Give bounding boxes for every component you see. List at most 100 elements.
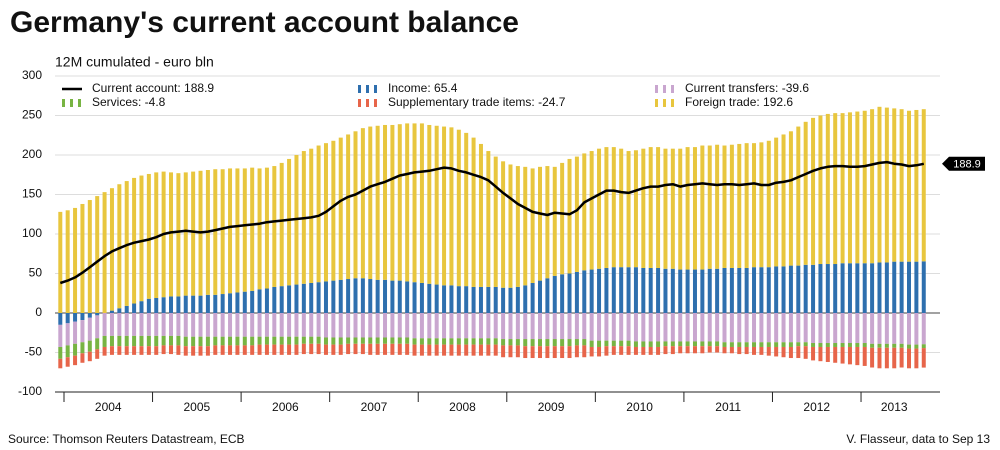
y-tick-label: 250 bbox=[22, 108, 42, 122]
bar-segment bbox=[442, 338, 447, 345]
bar-segment bbox=[368, 337, 373, 344]
bar-segment bbox=[449, 338, 454, 345]
bar-segment bbox=[478, 338, 483, 345]
bar-segment bbox=[331, 313, 336, 338]
bar-segment bbox=[493, 156, 498, 287]
bar-segment bbox=[781, 266, 786, 313]
bar-segment bbox=[65, 210, 70, 313]
bar-segment bbox=[486, 151, 491, 287]
bar-segment bbox=[892, 108, 897, 262]
bar-segment bbox=[870, 263, 875, 313]
bar-segment bbox=[560, 274, 565, 313]
bar-segment bbox=[582, 339, 587, 346]
y-tick-label: 100 bbox=[22, 226, 42, 240]
bar-segment bbox=[471, 137, 476, 287]
bar-segment bbox=[633, 313, 638, 342]
legend-label: Foreign trade: 192.6 bbox=[685, 95, 793, 109]
bar-segment bbox=[501, 313, 506, 340]
bar-segment bbox=[464, 286, 469, 313]
bar-segment bbox=[205, 313, 210, 337]
bar-segment bbox=[803, 313, 808, 343]
bar-segment bbox=[434, 125, 439, 285]
bar-segment bbox=[574, 271, 579, 313]
bar-segment bbox=[124, 313, 129, 336]
bar-segment bbox=[818, 264, 823, 313]
bar-segment bbox=[619, 148, 624, 268]
credit-note: V. Flasseur, data to Sep 13 bbox=[846, 432, 990, 446]
bar-segment bbox=[803, 346, 808, 359]
y-tick-label: 0 bbox=[35, 305, 42, 319]
x-tick-label: 2005 bbox=[183, 400, 210, 414]
bar-segment bbox=[205, 294, 210, 313]
bar-segment bbox=[582, 153, 587, 271]
y-tick-label: -100 bbox=[18, 384, 42, 398]
bar-segment bbox=[641, 313, 646, 342]
bar-segment bbox=[685, 341, 690, 347]
bar-segment bbox=[169, 335, 173, 346]
bar-segment bbox=[589, 269, 594, 313]
bar-segment bbox=[80, 342, 85, 354]
bar-segment bbox=[840, 263, 845, 313]
bar-segment bbox=[117, 335, 122, 347]
legend-swatch bbox=[655, 99, 658, 107]
bar-segment bbox=[678, 341, 683, 347]
bar-segment bbox=[301, 283, 306, 313]
bar-segment bbox=[176, 345, 181, 355]
bar-segment bbox=[412, 313, 417, 339]
bar-segment bbox=[183, 295, 188, 313]
bar-segment bbox=[346, 343, 351, 355]
legend-swatch bbox=[663, 99, 666, 107]
bar-segment bbox=[692, 147, 697, 270]
bar-segment bbox=[685, 313, 690, 342]
bar-segment bbox=[198, 295, 203, 313]
bar-segment bbox=[752, 313, 757, 343]
bar-segment bbox=[397, 280, 402, 313]
bar-segment bbox=[235, 313, 240, 337]
bar-segment bbox=[323, 344, 328, 355]
bar-segment bbox=[907, 348, 911, 369]
bar-segment bbox=[375, 313, 380, 338]
bar-segment bbox=[412, 344, 417, 356]
bar-segment bbox=[619, 346, 624, 355]
bar-segment bbox=[205, 336, 210, 347]
bar-segment bbox=[242, 345, 247, 355]
bar-segment bbox=[729, 342, 734, 347]
bar-segment bbox=[272, 286, 277, 313]
bar-segment bbox=[161, 345, 166, 355]
bar-segment bbox=[434, 338, 439, 345]
bar-segment bbox=[818, 115, 823, 265]
bar-segment bbox=[169, 345, 173, 355]
bar-segment bbox=[360, 337, 365, 344]
bar-segment bbox=[412, 338, 417, 345]
bar-segment bbox=[700, 313, 705, 342]
bar-segment bbox=[744, 342, 749, 347]
bar-segment bbox=[877, 347, 882, 369]
bar-segment bbox=[781, 313, 786, 343]
bar-segment bbox=[582, 345, 587, 358]
bar-segment bbox=[870, 343, 875, 348]
y-tick-label: 300 bbox=[22, 68, 42, 82]
bar-segment bbox=[323, 337, 328, 345]
bar-segment bbox=[109, 188, 114, 311]
bar-segment bbox=[154, 172, 159, 298]
bar-segment bbox=[530, 339, 535, 347]
bar-segment bbox=[412, 282, 417, 313]
bar-segment bbox=[788, 131, 793, 266]
bar-segment bbox=[641, 341, 646, 347]
bar-segment bbox=[737, 313, 742, 343]
bar-segment bbox=[405, 337, 410, 344]
legend-swatch bbox=[358, 85, 361, 93]
bar-segment bbox=[191, 171, 196, 296]
bar-segment bbox=[744, 143, 749, 268]
bar-segment bbox=[545, 313, 550, 340]
bar-segment bbox=[766, 140, 771, 268]
bar-segment bbox=[183, 336, 188, 347]
bar-segment bbox=[493, 313, 498, 339]
bar-segment bbox=[464, 132, 469, 287]
bar-segment bbox=[870, 347, 875, 368]
bar-segment bbox=[316, 313, 321, 337]
bar-segment bbox=[707, 268, 712, 313]
bar-segment bbox=[907, 261, 911, 313]
bar-segment bbox=[257, 313, 262, 337]
